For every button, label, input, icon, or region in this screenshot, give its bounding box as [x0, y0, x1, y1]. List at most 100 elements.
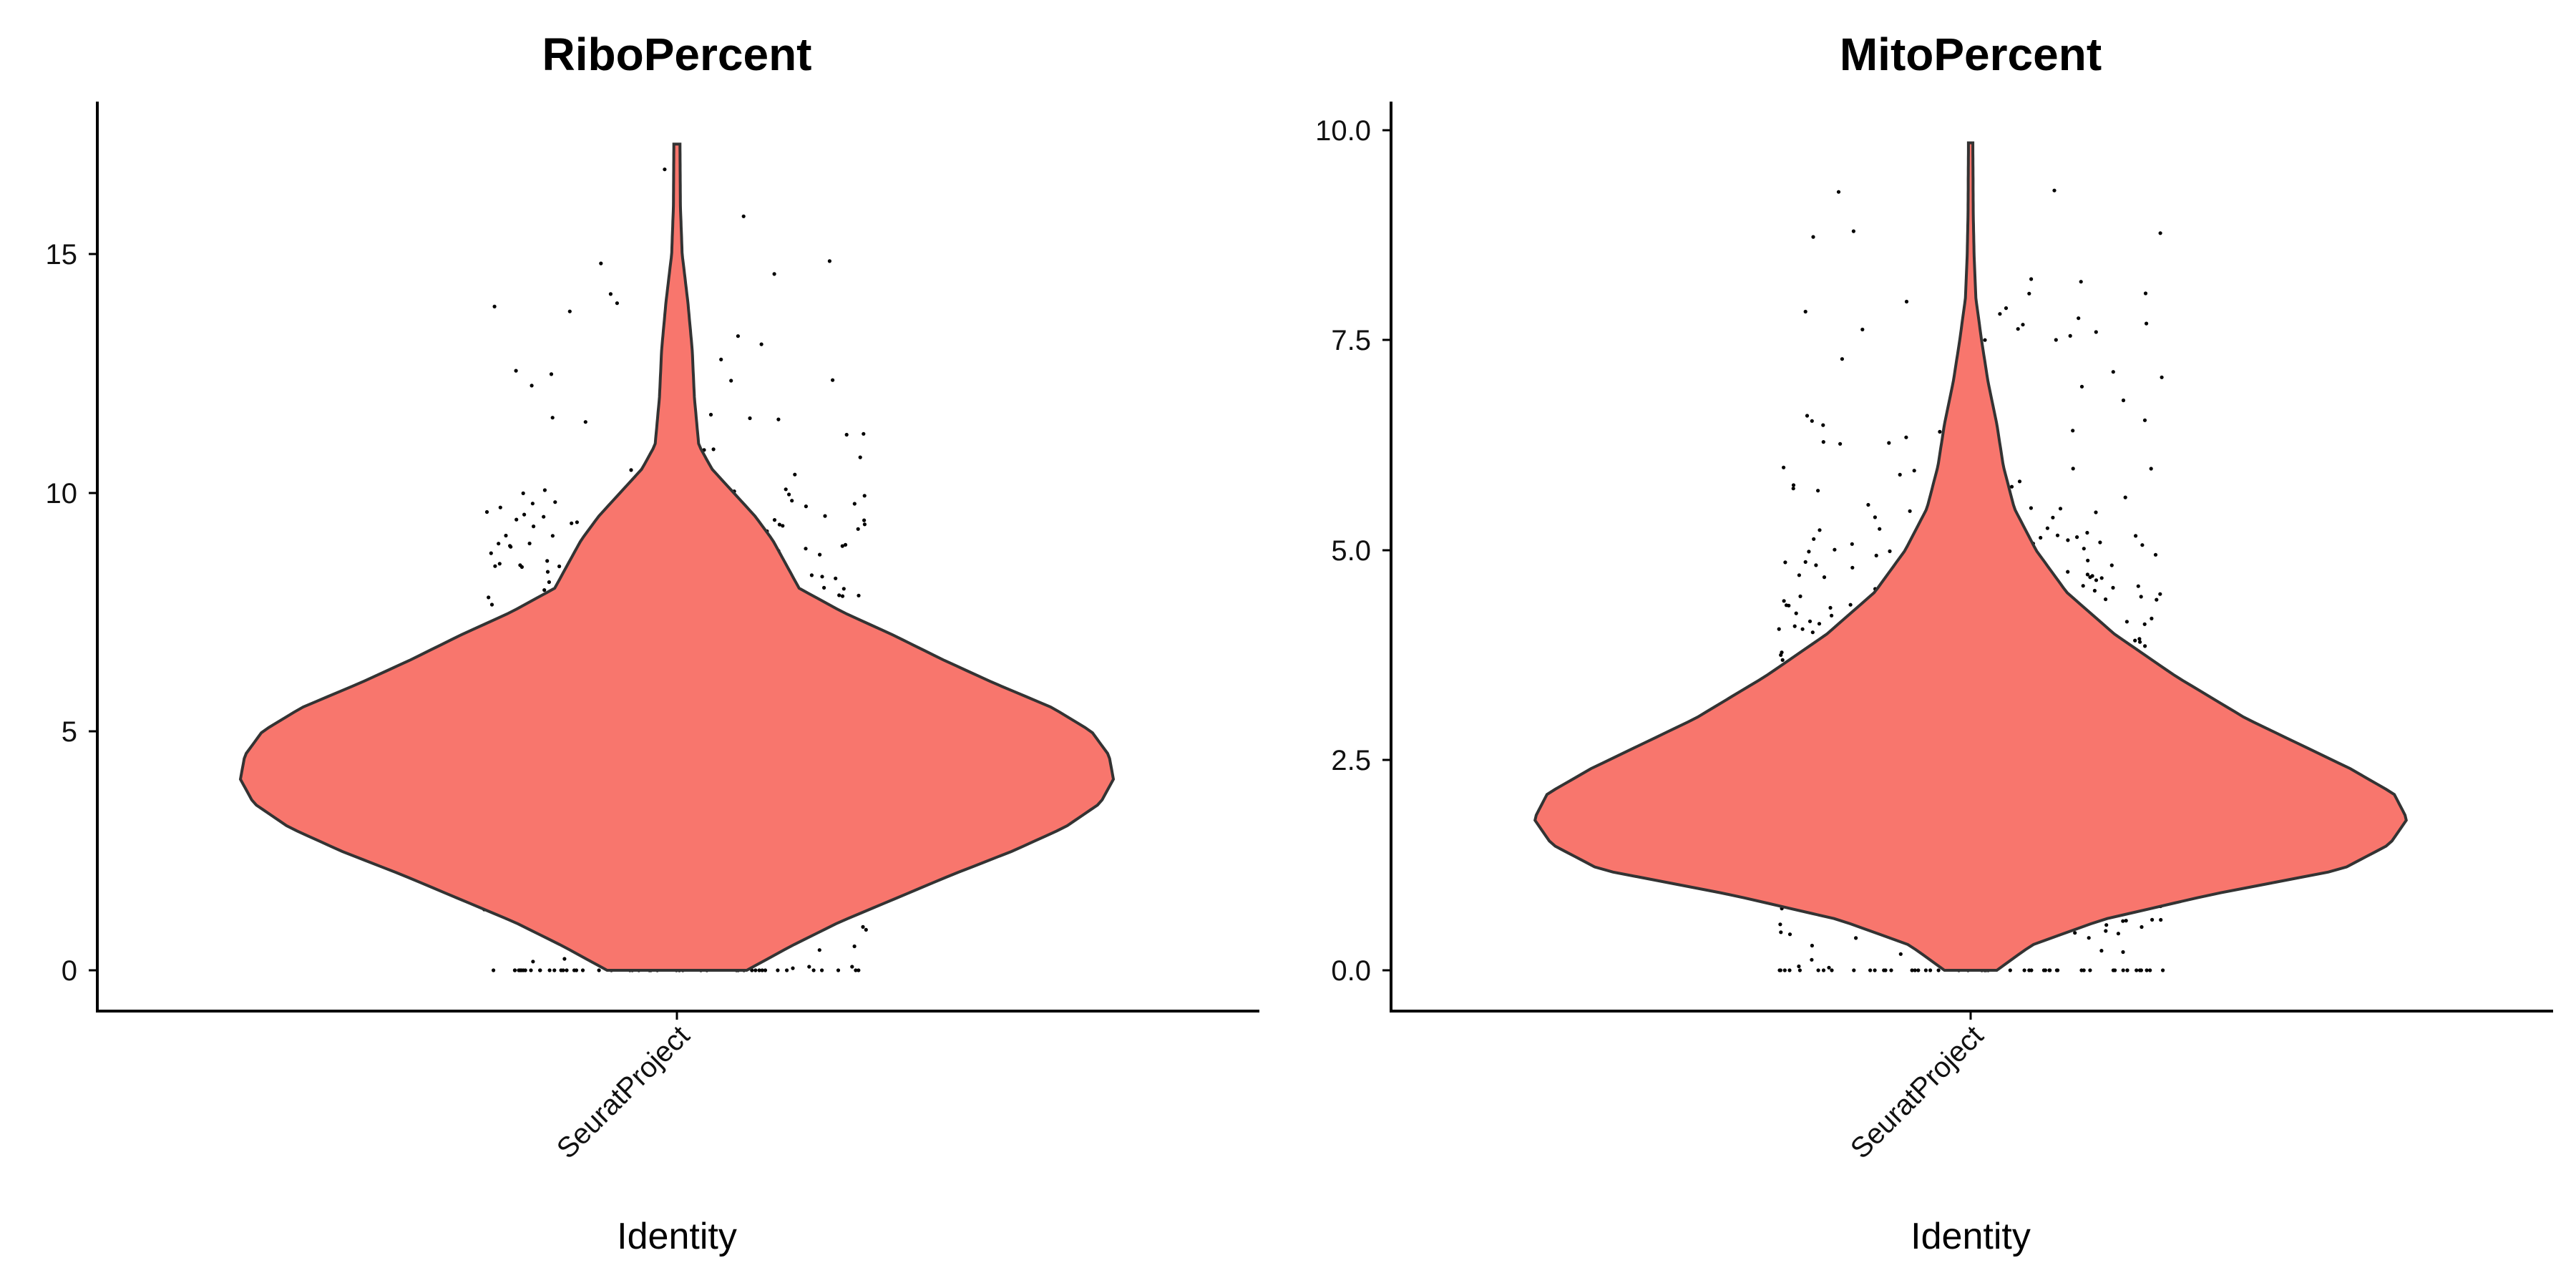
data-point — [2121, 968, 2125, 972]
data-point — [861, 924, 865, 929]
data-point — [2029, 277, 2034, 281]
data-point — [599, 261, 603, 265]
data-point — [1811, 235, 1815, 239]
data-point — [2125, 968, 2129, 972]
data-point — [1782, 599, 1786, 603]
data-point — [663, 167, 667, 172]
data-point — [1908, 509, 1912, 513]
data-point — [1888, 549, 1892, 554]
data-point — [542, 588, 547, 592]
data-point — [1787, 932, 1792, 937]
data-point — [2068, 333, 2072, 338]
data-point — [523, 968, 527, 972]
data-point — [791, 966, 795, 970]
data-point — [1923, 968, 1928, 972]
data-point — [2139, 968, 2143, 972]
data-point — [1787, 968, 1792, 972]
data-point — [2104, 929, 2108, 933]
data-point — [484, 509, 489, 514]
data-point — [2133, 638, 2137, 643]
data-point — [2099, 949, 2104, 953]
data-point — [2094, 330, 2098, 334]
data-point — [862, 522, 867, 527]
data-point — [2124, 620, 2129, 624]
data-point — [1904, 435, 1908, 439]
y-tick-label: 15 — [46, 239, 78, 270]
data-point — [1916, 968, 1921, 972]
data-point — [785, 968, 789, 972]
data-point — [1797, 964, 1801, 969]
data-point — [840, 594, 845, 598]
y-tick-label: 2.5 — [1331, 745, 1371, 776]
data-point — [542, 514, 546, 519]
data-point — [2071, 467, 2075, 471]
data-point — [772, 272, 776, 276]
data-point — [844, 432, 849, 437]
y-tick-label: 0.0 — [1331, 955, 1371, 987]
data-point — [509, 545, 513, 549]
data-point — [497, 542, 501, 546]
data-point — [1873, 968, 1877, 972]
data-point — [2048, 968, 2052, 972]
data-point — [2094, 578, 2099, 582]
data-point — [529, 968, 533, 972]
data-point — [2029, 506, 2033, 510]
data-point — [2027, 291, 2031, 296]
data-point — [2088, 968, 2092, 972]
data-point — [820, 575, 824, 579]
data-point — [542, 488, 547, 492]
data-point — [2143, 644, 2147, 648]
data-point — [2138, 640, 2142, 644]
data-point — [804, 547, 808, 551]
data-point — [2022, 968, 2026, 972]
data-point — [629, 468, 633, 472]
data-point — [729, 379, 733, 383]
data-point — [1904, 299, 1909, 304]
data-point — [2137, 637, 2142, 641]
data-point — [489, 602, 494, 607]
data-point — [1798, 594, 1802, 599]
data-point — [530, 502, 535, 506]
data-point — [2009, 484, 2014, 489]
data-point — [1913, 968, 1917, 972]
data-point — [1780, 658, 1785, 663]
violin-seuratproject — [1533, 141, 2408, 972]
data-point — [772, 518, 777, 522]
data-point — [2148, 968, 2152, 972]
data-point — [763, 968, 768, 972]
data-point — [2123, 495, 2127, 499]
data-point — [843, 542, 848, 547]
data-point — [2055, 533, 2060, 537]
data-point — [850, 965, 854, 969]
data-point — [2094, 510, 2098, 514]
data-point — [2098, 540, 2102, 545]
data-point — [1800, 627, 1805, 631]
data-point — [1912, 469, 1916, 473]
data-point — [1827, 965, 1831, 970]
data-point — [2150, 917, 2155, 922]
data-point — [807, 965, 811, 969]
data-point — [2121, 398, 2126, 403]
data-point — [2113, 968, 2117, 972]
data-point — [1838, 441, 1843, 446]
y-tick-5: 5 — [62, 716, 97, 748]
y-tick-label: 10.0 — [1315, 115, 1371, 147]
data-point — [597, 968, 601, 972]
data-point — [2066, 570, 2070, 574]
data-point — [557, 564, 562, 569]
data-point — [1777, 968, 1782, 972]
data-point — [553, 500, 557, 504]
data-point — [513, 968, 517, 972]
data-point — [827, 259, 831, 263]
data-point — [2056, 968, 2060, 972]
data-point — [1983, 338, 1987, 342]
data-point — [781, 524, 785, 528]
data-point — [2045, 526, 2049, 530]
data-point — [521, 491, 525, 496]
data-point — [787, 492, 791, 497]
data-point — [1810, 419, 1814, 423]
data-point — [559, 968, 563, 972]
data-point — [2017, 479, 2022, 484]
data-point — [2145, 321, 2149, 326]
